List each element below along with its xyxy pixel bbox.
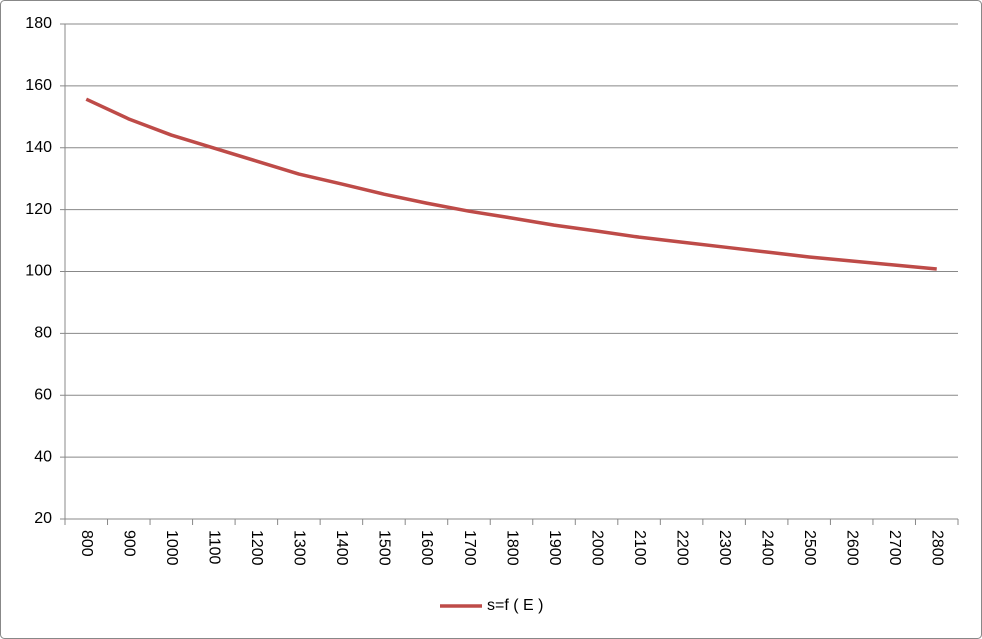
x-tick-label: 1000	[163, 530, 180, 566]
y-tick-label: 100	[25, 263, 52, 280]
x-tick-label: 1600	[418, 530, 435, 566]
x-tick-label: 2100	[631, 530, 648, 566]
x-tick-label: 1200	[248, 530, 265, 566]
x-tick-label: 1300	[291, 530, 308, 566]
y-tick-label: 120	[25, 201, 52, 218]
x-tick-label: 1100	[206, 530, 223, 565]
x-tick-label: 800	[78, 530, 95, 557]
y-tick-label: 140	[25, 139, 52, 156]
x-tick-label: 2600	[843, 530, 860, 566]
y-tick-label: 80	[34, 325, 52, 342]
x-tick-label: 2500	[801, 530, 818, 566]
line-series	[85, 97, 937, 271]
y-tick-label: 180	[25, 15, 52, 32]
x-tick-label: 1900	[546, 530, 563, 566]
x-tick-label: 2800	[929, 530, 946, 566]
x-tick-label: 1700	[461, 530, 478, 566]
x-tick-label: 2400	[758, 530, 775, 566]
x-tick-label: 2700	[886, 530, 903, 566]
y-tick-label: 20	[34, 510, 52, 527]
legend-label: s=f ( E )	[487, 597, 543, 614]
x-tick-label: 2200	[673, 530, 690, 566]
x-tick-label: 900	[121, 530, 138, 557]
x-tick-label: 2300	[716, 530, 733, 566]
x-tick-label: 1400	[333, 530, 350, 566]
x-tick-label: 1500	[376, 530, 393, 566]
x-tick-label: 1800	[503, 530, 520, 566]
y-tick-label: 40	[34, 448, 52, 465]
x-tick-label: 2000	[588, 530, 605, 566]
y-tick-label: 160	[25, 77, 52, 94]
y-tick-label: 60	[34, 386, 52, 403]
